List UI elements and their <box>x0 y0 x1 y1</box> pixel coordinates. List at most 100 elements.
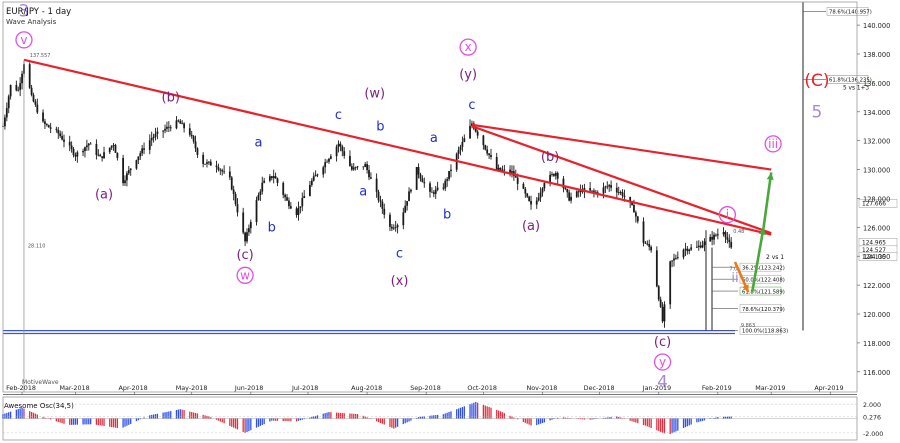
ohlc-bar-body <box>486 149 489 154</box>
ohlc-bar-body <box>316 174 319 176</box>
wave-label-circle <box>653 353 672 371</box>
wave-label: b <box>268 221 276 236</box>
ohlc-bar-body <box>644 242 647 244</box>
ohlc-bar-body <box>394 227 397 229</box>
ohlc-bar-body <box>623 195 626 197</box>
ohlc-bar-body <box>657 286 660 300</box>
y-tick-label: 126.000 <box>863 224 890 232</box>
wave-label: 5 <box>812 103 823 123</box>
ohlc-bar-body <box>36 104 39 113</box>
ohlc-bar-body <box>495 157 498 170</box>
ohlc-bar-body <box>324 162 327 168</box>
wave-label: (b) <box>162 91 180 106</box>
ohlc-bar-body <box>177 120 180 122</box>
ohlc-bar-body <box>221 170 224 172</box>
ohlc-bar-body <box>68 141 71 146</box>
ohlc-bar-body <box>390 226 393 229</box>
ohlc-bar-body <box>457 150 460 154</box>
ohlc-bar-body <box>164 128 166 131</box>
ohlc-bar-body <box>444 180 447 189</box>
ohlc-bar-body <box>289 206 292 209</box>
x-tick-label: Mar-2018 <box>59 384 89 392</box>
fib-level-label: 61.8%(121.589) <box>742 289 785 295</box>
ohlc-bar-body <box>724 232 727 238</box>
ohlc-bar-body <box>114 144 117 153</box>
ohlc-bar-body <box>528 196 531 201</box>
ohlc-bar-body <box>446 179 449 181</box>
x-tick-label: Jan-2019 <box>642 384 671 392</box>
ohlc-bar-body <box>551 174 553 175</box>
ohlc-bar-body <box>59 133 62 137</box>
ohlc-bar-body <box>7 96 10 109</box>
projection-arrow <box>750 227 765 293</box>
ohlc-bar-body <box>215 165 218 168</box>
ohlc-bar-body <box>272 176 275 179</box>
ohlc-bar-body <box>141 148 144 154</box>
wave-label: v <box>20 33 27 47</box>
ohlc-bar-body <box>442 187 445 189</box>
wave-label: c <box>396 247 403 262</box>
wave-label: (C) <box>804 71 829 91</box>
fib-level-label: 100.0%(118.863) <box>742 329 788 335</box>
ohlc-bar-body <box>223 171 226 173</box>
ohlc-bar-body <box>299 206 302 208</box>
price-tag-label: 127.666 <box>862 202 886 208</box>
x-tick-label: Oct-2018 <box>467 384 497 392</box>
ohlc-bar-body <box>459 146 462 151</box>
ohlc-bar-body <box>593 190 595 192</box>
ohlc-bar-body <box>577 191 580 193</box>
ohlc-bar-body <box>564 188 567 190</box>
ohlc-bar-body <box>604 186 607 188</box>
ohlc-bar-body <box>166 126 168 129</box>
side-value: 137.557 <box>30 53 51 59</box>
ohlc-bar-body <box>5 108 8 118</box>
ohlc-bar-body <box>368 170 370 178</box>
ohlc-bar-body <box>167 126 170 128</box>
ohlc-bar-body <box>354 167 357 168</box>
ohlc-bar-body <box>288 200 290 207</box>
y-tick-label: 130.000 <box>863 167 890 175</box>
ohlc-bar-body <box>103 152 105 159</box>
ohlc-bar-body <box>524 188 527 194</box>
ohlc-bar-body <box>196 148 199 155</box>
wave-label: ii <box>731 271 738 286</box>
ohlc-bar-body <box>139 153 142 157</box>
ohlc-bar-body <box>621 192 624 196</box>
ohlc-bar-body <box>261 182 264 192</box>
ohlc-bar-body <box>248 228 250 233</box>
ohlc-bar-body <box>608 185 611 187</box>
ohlc-bar-body <box>181 123 184 125</box>
ohlc-bar-body <box>688 249 691 252</box>
ohlc-bar-body <box>162 130 165 132</box>
ohlc-bar-body <box>673 258 675 261</box>
ohlc-bar-body <box>554 172 557 176</box>
ohlc-bar-body <box>450 169 452 171</box>
y-tick-label: 124.000 <box>863 253 890 261</box>
ohlc-bar-body <box>244 232 246 242</box>
ohlc-bar-body <box>129 168 132 171</box>
ohlc-bar-body <box>415 167 418 190</box>
ohlc-bar-body <box>709 236 712 242</box>
ohlc-bar-body <box>661 306 664 322</box>
ohlc-bar-body <box>516 177 519 184</box>
ohlc-bar-body <box>728 239 731 243</box>
ohlc-bar-body <box>76 152 79 157</box>
ohlc-bar-body <box>514 176 517 178</box>
ohlc-bar-body <box>379 200 382 202</box>
ohlc-bar-body <box>471 123 473 126</box>
chart-title: EUR/JPY - 1 day <box>6 7 71 17</box>
x-tick-label: Jul-2018 <box>291 384 318 392</box>
ohlc-bar-body <box>469 125 471 139</box>
wave-label: 3 <box>19 1 30 21</box>
ohlc-bar-body <box>101 156 104 159</box>
ohlc-bar-body <box>246 232 248 242</box>
ohlc-bar-body <box>179 120 182 124</box>
ohlc-bar-body <box>127 170 130 174</box>
ohlc-bar-body <box>42 112 44 122</box>
ohlc-bar-body <box>526 193 529 197</box>
wave-label: (w) <box>364 86 385 101</box>
ohlc-bar-body <box>99 154 102 157</box>
ohlc-bar-body <box>228 171 231 178</box>
ohlc-bar-body <box>699 245 702 248</box>
y-tick-label: 138.000 <box>863 51 890 59</box>
